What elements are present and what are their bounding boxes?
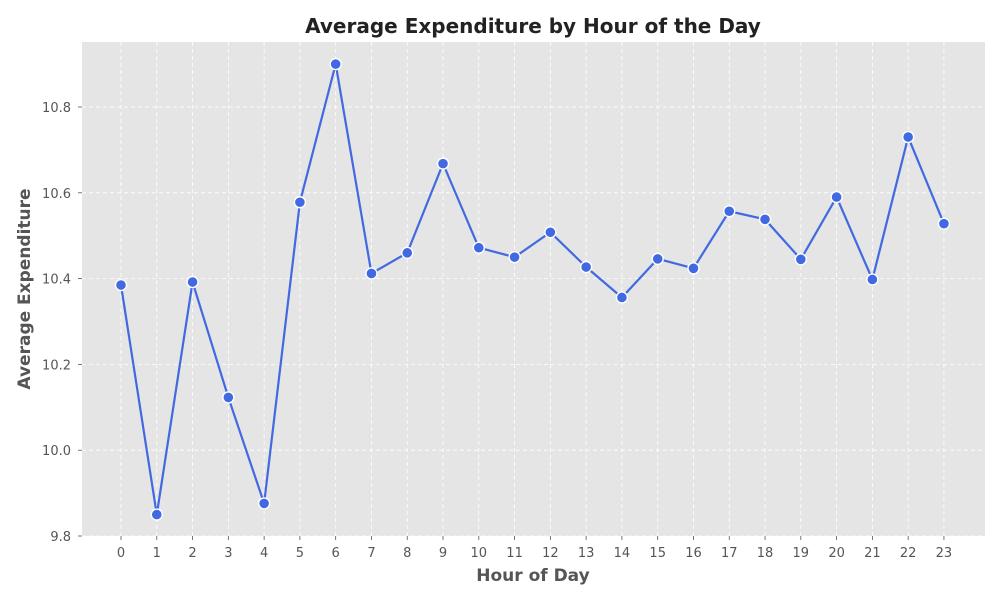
- data-point: [866, 273, 879, 286]
- x-tick-label: 11: [506, 546, 523, 561]
- x-tick-label: 0: [117, 546, 125, 561]
- y-tick-label: 10.8: [42, 101, 71, 116]
- x-tick-label: 12: [542, 546, 559, 561]
- data-point: [651, 252, 664, 266]
- data-point: [150, 508, 163, 521]
- data-points: [114, 57, 951, 521]
- y-axis-ticks: 9.8 10.0 10.2 10.4 10.6 10.8: [42, 101, 82, 545]
- y-tick-label: 10.6: [42, 187, 71, 202]
- x-tick-label: 13: [578, 546, 595, 561]
- data-point: [687, 262, 700, 275]
- x-tick-label: 14: [614, 546, 631, 561]
- x-tick-label: 18: [757, 546, 774, 561]
- x-tick-label: 9: [439, 546, 447, 561]
- data-point: [723, 205, 736, 218]
- y-tick-label: 10.4: [42, 273, 71, 288]
- data-point: [401, 246, 414, 260]
- x-tick-label: 23: [936, 546, 953, 561]
- x-tick-label: 20: [828, 546, 845, 561]
- x-tick-label: 6: [332, 546, 340, 561]
- data-point: [544, 226, 557, 239]
- data-point: [830, 190, 843, 204]
- x-tick-label: 7: [367, 546, 375, 561]
- data-point: [615, 291, 629, 304]
- data-point: [257, 497, 271, 510]
- data-point: [579, 260, 593, 274]
- data-point: [508, 250, 521, 264]
- x-tick-label: 8: [403, 546, 411, 561]
- series-line: [119, 62, 945, 516]
- x-tick-label: 4: [260, 546, 268, 561]
- data-point: [186, 275, 199, 289]
- x-tick-label: 10: [471, 546, 488, 561]
- y-tick-label: 10.2: [42, 358, 71, 373]
- x-tick-label: 21: [864, 546, 881, 561]
- data-point: [329, 57, 342, 71]
- y-tick-label: 9.8: [50, 530, 71, 545]
- data-point: [365, 267, 378, 280]
- x-tick-label: 3: [224, 546, 232, 561]
- data-point: [758, 213, 772, 226]
- y-axis-label: Average Expenditure: [15, 188, 35, 389]
- data-point: [114, 278, 128, 292]
- x-axis-label: Hour of Day: [476, 566, 589, 586]
- y-tick-label: 10.0: [42, 444, 71, 459]
- x-tick-label: 5: [296, 546, 304, 561]
- data-point: [472, 241, 485, 254]
- data-point: [222, 391, 235, 404]
- data-point: [794, 253, 808, 266]
- x-tick-label: 15: [649, 546, 666, 561]
- x-tick-label: 1: [153, 546, 161, 561]
- data-point: [436, 157, 450, 170]
- x-tick-label: 2: [188, 546, 196, 561]
- plot-background: [82, 42, 985, 536]
- data-point: [937, 217, 951, 230]
- x-tick-label: 16: [685, 546, 702, 561]
- data-point: [901, 130, 915, 144]
- data-point: [293, 196, 307, 209]
- x-tick-label: 17: [721, 546, 738, 561]
- x-tick-label: 22: [900, 546, 917, 561]
- x-axis-ticks: 0 1 2 3 4 5 6 7 8 9 10 11 12 13 14 15 16 17 18 19 20 21 22 23: [117, 536, 952, 561]
- x-tick-label: 19: [793, 546, 810, 561]
- chart-title: Average Expenditure by Hour of the Day: [305, 14, 761, 38]
